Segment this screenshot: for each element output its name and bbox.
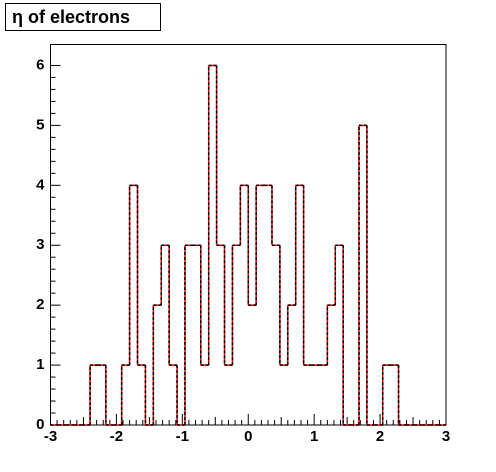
x-tick-label: 3 <box>442 428 450 445</box>
y-tick-label: 3 <box>36 236 44 253</box>
x-tick-label: -3 <box>44 428 57 445</box>
x-tick-label: -1 <box>176 428 189 445</box>
y-tick-label: 1 <box>36 356 44 373</box>
y-tick-label: 0 <box>36 416 44 433</box>
x-tick-label: 1 <box>310 428 318 445</box>
y-tick-label: 5 <box>36 116 44 133</box>
chart-title: η of electrons <box>12 7 130 27</box>
y-tick-label: 6 <box>36 56 44 73</box>
y-tick-label: 2 <box>36 296 44 313</box>
x-tick-label: -2 <box>110 428 123 445</box>
title-box <box>5 3 161 31</box>
y-tick-label: 4 <box>36 176 45 193</box>
x-tick-label: 0 <box>244 428 252 445</box>
x-tick-label: 2 <box>376 428 384 445</box>
